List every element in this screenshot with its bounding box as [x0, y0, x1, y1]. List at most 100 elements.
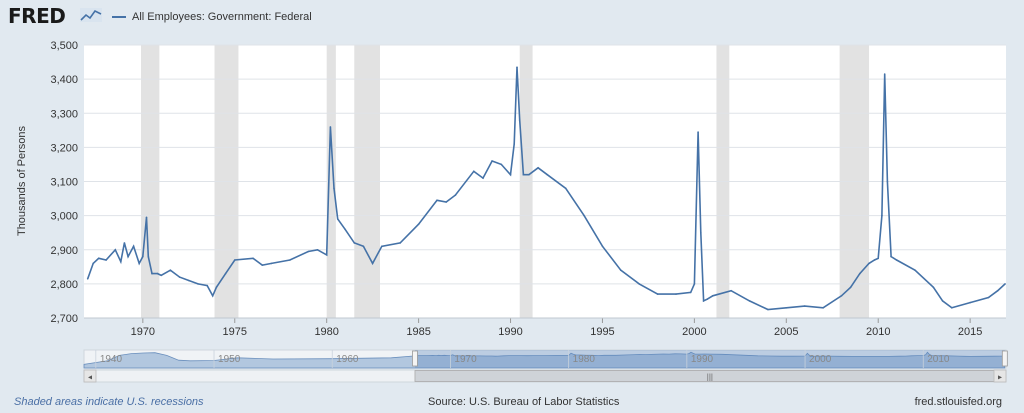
scrollbar-left-button[interactable] — [83, 369, 97, 383]
y-tick-label: 3,000 — [50, 211, 78, 223]
series-point — [873, 259, 876, 261]
series-point — [92, 262, 94, 265]
series-point — [883, 73, 886, 75]
series-point — [156, 272, 159, 275]
x-tick-label: 1980 — [314, 326, 338, 338]
y-tick-label: 2,900 — [50, 245, 78, 257]
navigator-tick-label: 1970 — [454, 354, 477, 365]
series-point — [142, 255, 144, 258]
y-tick-label: 3,300 — [50, 108, 78, 120]
series-point — [914, 269, 916, 272]
navigator-tick-label: 1940 — [100, 354, 123, 365]
series-point — [785, 307, 788, 309]
series-point — [206, 284, 208, 287]
legend-swatch — [112, 16, 126, 19]
series-point — [638, 283, 640, 285]
series-point — [114, 249, 117, 251]
series-point — [500, 163, 503, 166]
series-point — [436, 199, 438, 202]
series-point — [344, 228, 346, 231]
site-link[interactable]: fred.stlouisfed.org — [914, 396, 1002, 408]
series-point — [522, 173, 525, 176]
series-point — [325, 254, 328, 256]
series-point — [127, 255, 129, 258]
navigator-selection[interactable] — [414, 350, 1005, 368]
fred-chart-icon — [80, 8, 102, 22]
series-point — [178, 276, 181, 278]
series-point — [656, 293, 659, 295]
fred-logo[interactable]: FRED — [8, 4, 66, 28]
series-point — [509, 173, 512, 176]
y-tick-label: 3,100 — [50, 177, 78, 189]
series-point — [513, 143, 515, 145]
series-point — [583, 214, 585, 217]
series-point — [895, 259, 898, 261]
series-point — [987, 296, 990, 299]
series-point — [224, 272, 227, 275]
series-points — [86, 66, 1006, 311]
series-point — [518, 119, 521, 121]
series-point — [123, 242, 126, 244]
series-point — [417, 223, 420, 225]
navigator-area — [83, 351, 1006, 369]
series-point — [252, 257, 254, 260]
scroll-right-icon: ▸ — [998, 373, 1002, 382]
series-point — [886, 180, 889, 183]
series-point — [336, 218, 339, 220]
series-point — [362, 245, 365, 248]
series-point — [689, 291, 692, 294]
series-point — [601, 245, 604, 248]
series-point — [537, 167, 539, 169]
navigator[interactable]: 1940 1950 1960 1970 1980 1990 2000 2010 — [83, 349, 1008, 369]
series-point — [697, 131, 699, 133]
series-point — [693, 283, 696, 285]
series-point — [675, 293, 677, 295]
scrollbar-right-button[interactable] — [993, 369, 1007, 383]
series-point — [454, 194, 457, 196]
series-point — [169, 269, 172, 272]
series-point — [307, 250, 310, 253]
source-note[interactable]: Source: U.S. Bureau of Labor Statistics — [428, 396, 620, 408]
series-point — [700, 231, 702, 234]
navigator-tick-label: 2010 — [927, 354, 950, 365]
series-point — [564, 187, 567, 190]
series-point — [546, 173, 549, 176]
series-point — [840, 295, 843, 297]
series-point — [329, 126, 332, 128]
scrollbar[interactable]: ◂ ||| ▸ — [83, 369, 1007, 383]
series-point — [234, 259, 236, 261]
navigator-handle-left[interactable] — [412, 350, 418, 367]
recession-note: Shaded areas indicate U.S. recessions — [14, 396, 204, 408]
series-point — [160, 274, 162, 277]
navigator-tick-label: 2000 — [809, 354, 832, 365]
y-axis-label: Thousands of Persons — [16, 125, 28, 236]
y-tick-label: 3,500 — [50, 40, 78, 52]
navigator-tick-label: 1960 — [336, 354, 359, 365]
y-tick-label: 2,800 — [50, 279, 78, 291]
series-point — [353, 242, 356, 244]
series-point — [951, 307, 953, 309]
x-tick-label: 1990 — [498, 326, 522, 338]
series-point — [105, 259, 107, 261]
series-point — [316, 249, 319, 251]
series-line-federal-employees[interactable] — [86, 67, 1006, 311]
series-point — [399, 242, 402, 244]
series-point — [516, 66, 518, 68]
chart-svg: 2,700 2,800 2,900 3,000 3,100 3,200 3,300 3,400… — [16, 40, 1008, 383]
series-point — [881, 214, 883, 217]
series-point — [147, 255, 150, 258]
series-point — [859, 272, 861, 275]
legend[interactable]: All Employees: Government: Federal — [112, 11, 312, 23]
series-point — [1004, 283, 1006, 285]
navigator-handle-right[interactable] — [1001, 350, 1008, 367]
series-point — [215, 286, 218, 289]
series-point — [748, 300, 751, 302]
series-point — [620, 269, 622, 272]
series-point — [333, 187, 335, 190]
series-point — [868, 262, 870, 265]
series-point — [270, 262, 273, 265]
series-point — [197, 283, 199, 285]
series-point — [996, 289, 999, 292]
series-point — [767, 308, 769, 311]
navigator-tick-label: 1980 — [573, 354, 596, 365]
